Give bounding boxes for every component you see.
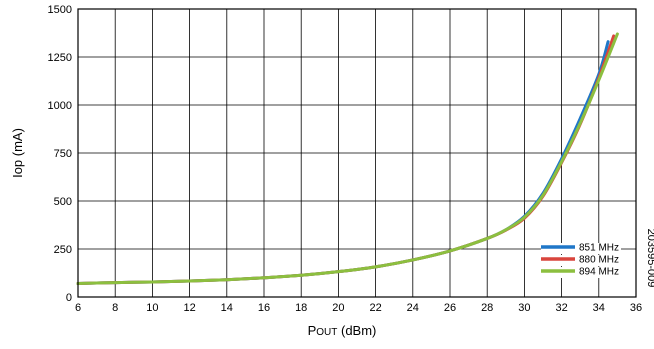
y-tick-label: 1500 (48, 4, 72, 16)
x-tick-label: 16 (258, 302, 270, 314)
x-tick-label: 14 (221, 302, 233, 314)
y-tick-label: 1000 (48, 100, 72, 112)
figure-id: 203595-009 (645, 229, 654, 288)
legend-bg (541, 255, 621, 266)
legend-bg (541, 267, 621, 278)
y-tick-label: 1250 (48, 52, 72, 64)
x-tick-labels: 6 8 10 12 14 16 18 20 22 24 26 28 30 32 34 36 (75, 302, 642, 314)
legend-label: 880 MHz (579, 255, 619, 266)
y-axis-label: Iop (mA) (10, 128, 25, 178)
x-tick-label: 34 (593, 302, 605, 314)
series-line-1 (76, 34, 616, 286)
x-axis-label-sub: OUT (316, 327, 337, 338)
x-tick-label: 36 (630, 302, 642, 314)
legend-label: 894 MHz (579, 267, 619, 278)
y-tick-label: 750 (54, 148, 72, 160)
x-tick-label: 18 (295, 302, 307, 314)
x-tick-label: 22 (369, 302, 381, 314)
series-line-0 (76, 40, 610, 286)
x-tick-label: 24 (407, 302, 419, 314)
x-tick-label: 26 (444, 302, 456, 314)
x-tick-label: 28 (481, 302, 493, 314)
x-tick-label: 20 (332, 302, 344, 314)
legend-bg (541, 243, 621, 254)
y-tick-label: 250 (54, 244, 72, 256)
x-tick-label: 6 (75, 302, 81, 314)
y-tick-label: 500 (54, 196, 72, 208)
legend-label: 851 MHz (579, 243, 619, 254)
x-tick-label: 8 (112, 302, 118, 314)
x-tick-label: 10 (146, 302, 158, 314)
plot-frame (77, 8, 637, 298)
y-tick-labels: 0 250 500 750 1000 1250 1500 (48, 4, 72, 304)
series-lines (76, 32, 619, 286)
y-tick-label: 0 (66, 292, 72, 304)
x-tick-label: 12 (183, 302, 195, 314)
x-axis-label-unit: (dBm) (337, 323, 376, 338)
x-tick-label: 32 (555, 302, 567, 314)
x-axis-label-main: P (308, 323, 317, 338)
x-tick-label: 30 (518, 302, 530, 314)
series-line-2 (76, 32, 619, 286)
x-axis-label: POUT (dBm) (308, 323, 377, 338)
